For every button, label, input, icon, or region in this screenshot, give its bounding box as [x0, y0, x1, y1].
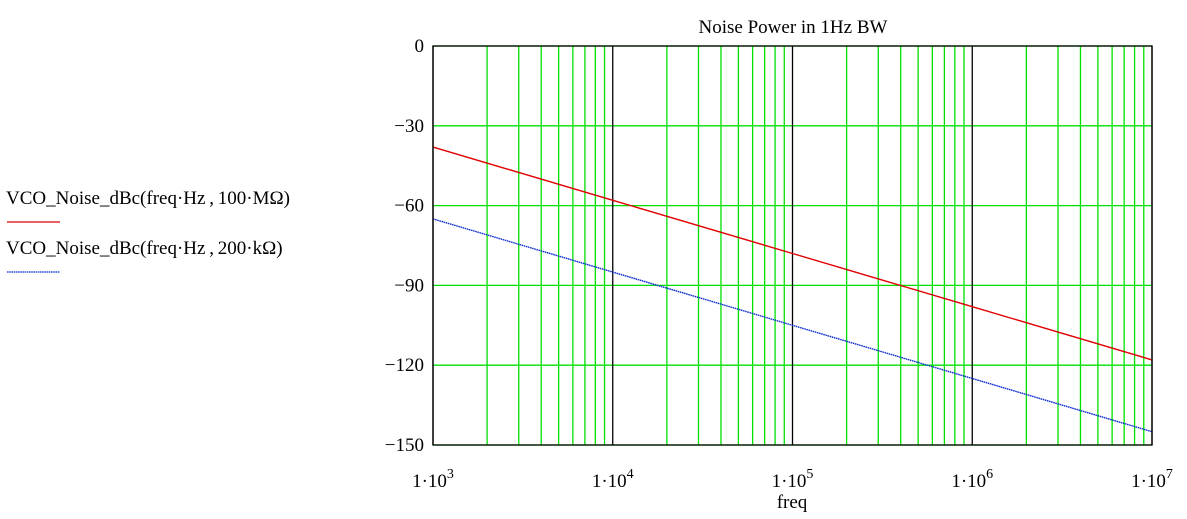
x-axis-label: freq — [777, 492, 808, 513]
y-tick-label: −30 — [394, 116, 424, 137]
x-axis-ticks: 1·103 1·104 1·105 1·106 1·107 — [412, 467, 1173, 492]
y-tick-label: −120 — [385, 355, 424, 376]
plot-grid — [432, 45, 1153, 446]
series-line-1 — [432, 146, 1153, 361]
x-tick-label: 1·106 — [951, 467, 993, 492]
chart-title: Noise Power in 1Hz BW — [699, 17, 888, 38]
plot-frame — [432, 45, 1153, 446]
y-tick-label: −150 — [385, 435, 424, 456]
legend-label-series-1: VCO_Noise_dBc(freq·Hz , 100·MΩ) — [6, 188, 290, 209]
y-tick-label: 0 — [415, 36, 425, 57]
series-layer — [432, 146, 1153, 433]
y-tick-label: −60 — [394, 196, 424, 217]
series-line-2 — [432, 218, 1153, 433]
y-axis-ticks: 0 −30 −60 −90 −120 −150 — [385, 36, 424, 456]
x-tick-label: 1·105 — [772, 467, 814, 492]
legend-label-series-2: VCO_Noise_dBc(freq·Hz , 200·kΩ) — [6, 238, 283, 259]
x-tick-label: 1·104 — [592, 467, 634, 492]
x-tick-label: 1·107 — [1131, 467, 1173, 492]
legend: VCO_Noise_dBc(freq·Hz , 100·MΩ) VCO_Nois… — [6, 188, 290, 273]
x-tick-label: 1·103 — [412, 467, 454, 492]
y-tick-label: −90 — [394, 275, 424, 296]
